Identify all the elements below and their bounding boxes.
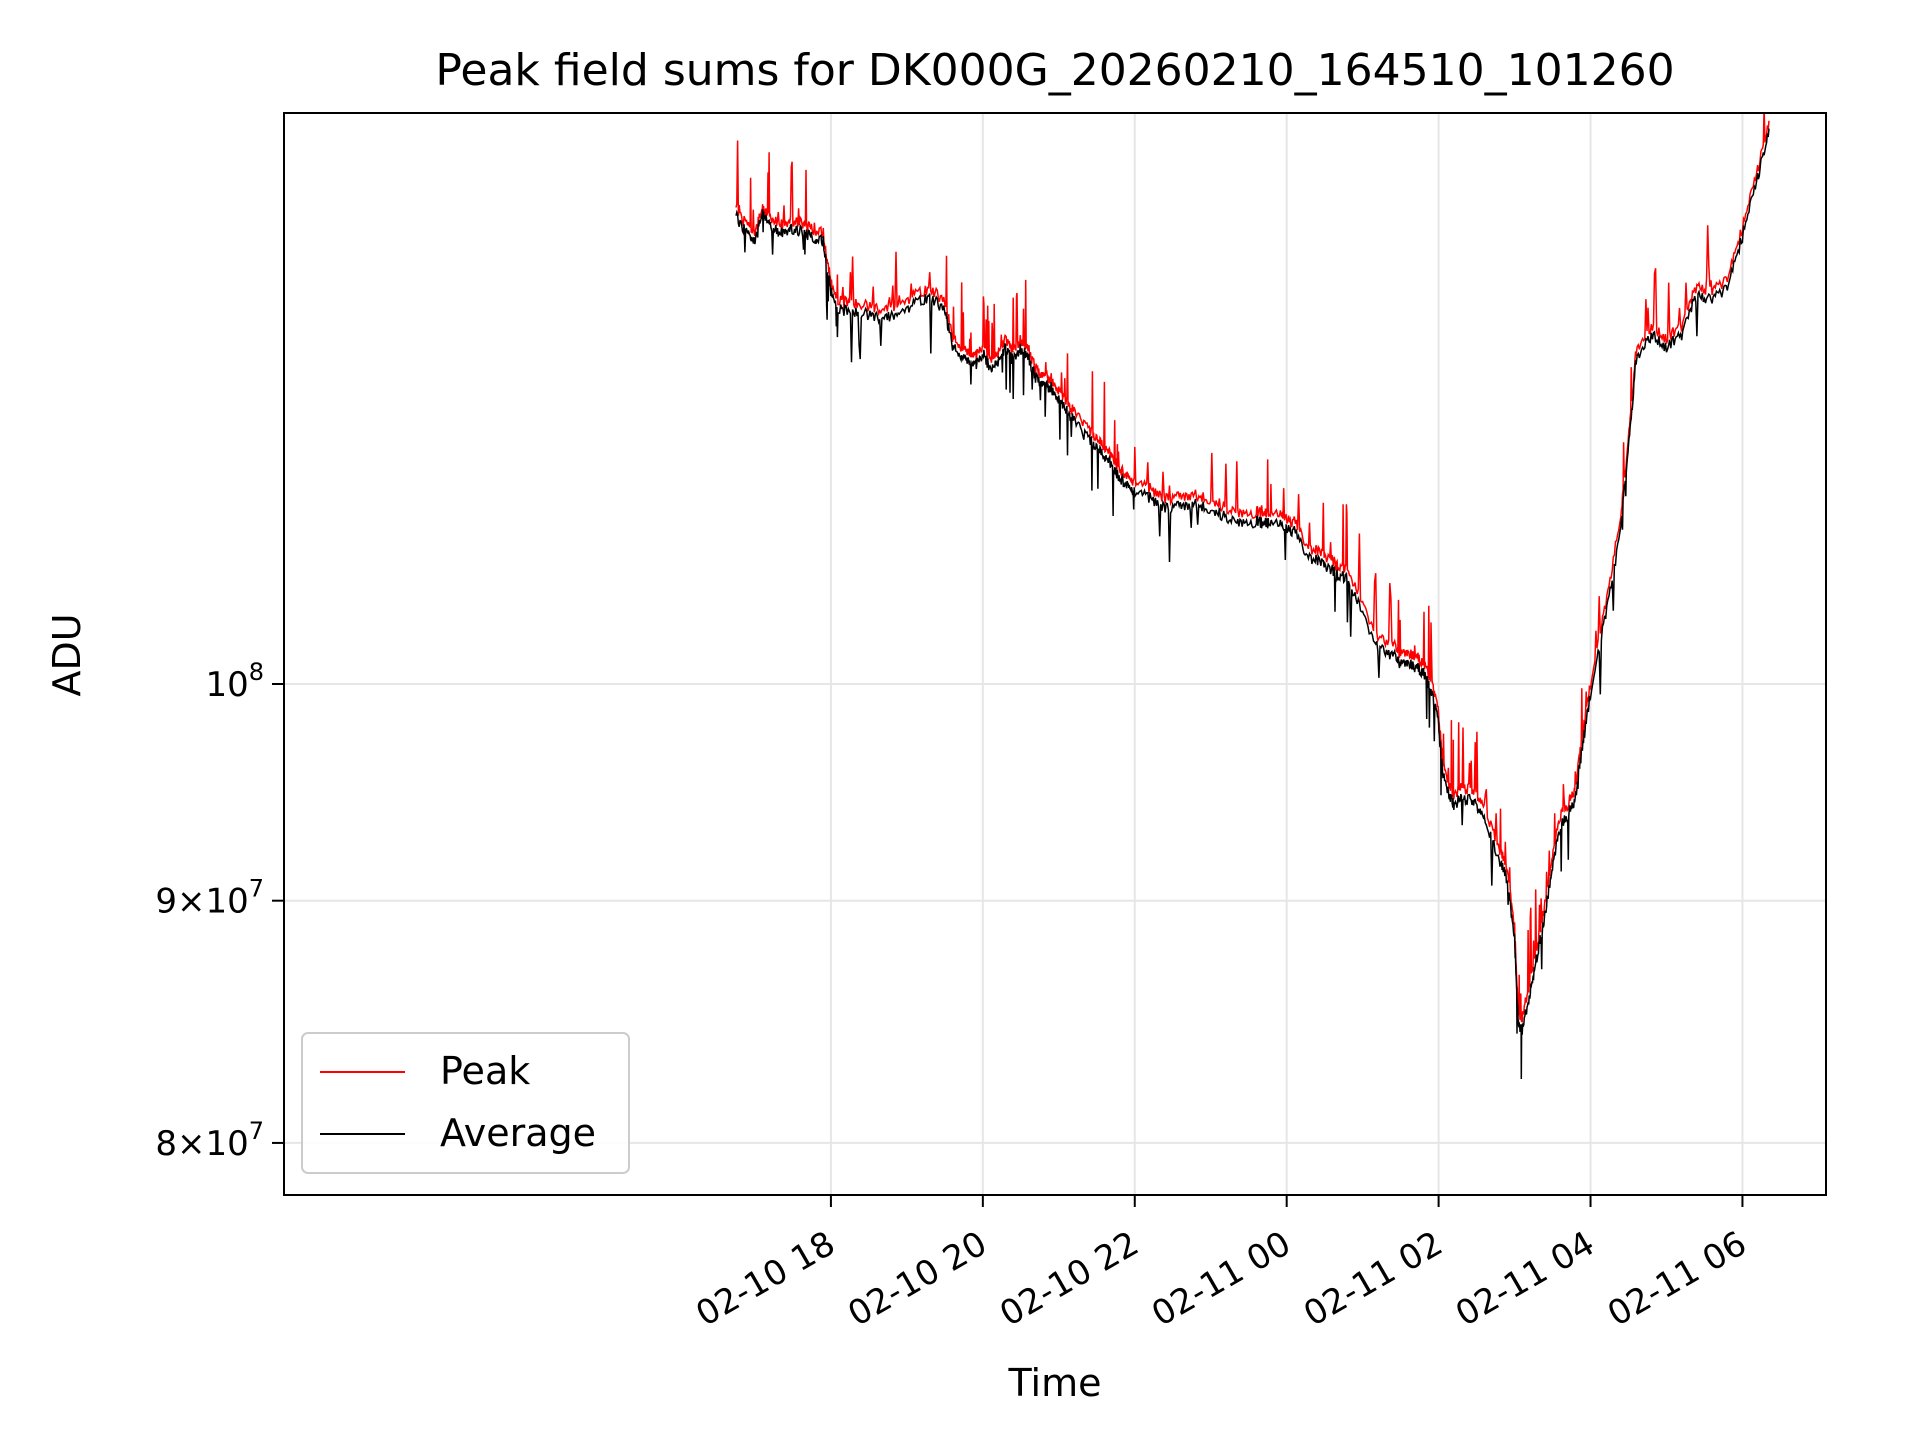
legend: Peak Average (301, 1032, 630, 1174)
y-axis-label: ADU (45, 613, 89, 696)
chart-title: Peak field sums for DK000G_20260210_1645… (435, 45, 1674, 96)
y-tick-label: 108 (205, 658, 264, 705)
legend-peak-label: Peak (440, 1049, 530, 1093)
series-line-average (735, 128, 1770, 1080)
series-lines (735, 113, 1770, 1080)
y-tick-label: 9×107 (155, 875, 264, 922)
x-axis-label: Time (1008, 1361, 1102, 1405)
grid-lines (284, 113, 1826, 1195)
series-line-peak (735, 113, 1770, 1023)
y-tick-label: 8×107 (155, 1117, 264, 1164)
plot-frame (283, 112, 1827, 1196)
legend-average-label: Average (440, 1111, 596, 1155)
legend-box (301, 1032, 630, 1174)
